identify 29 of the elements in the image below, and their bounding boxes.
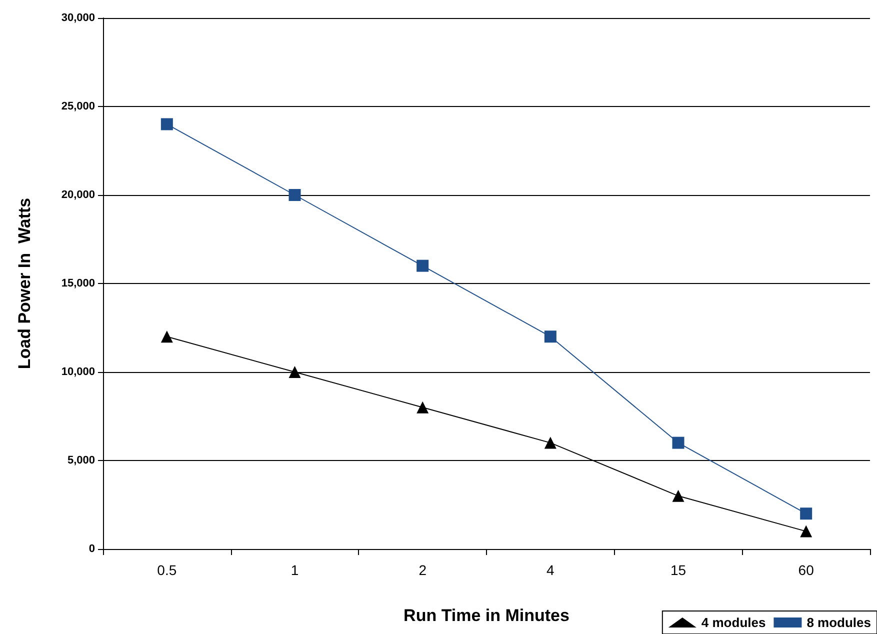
point (672, 436, 684, 449)
y-tick-label: 25,000 (61, 100, 95, 112)
x-tick-label: 1 (290, 562, 299, 578)
x-tick-label: 4 (546, 562, 555, 578)
y-tick-label: 30,000 (61, 12, 95, 24)
point (800, 508, 812, 520)
legend-label: 8 modules (806, 615, 871, 630)
point (800, 525, 812, 538)
legend-label: 4 modules (701, 615, 766, 630)
point (160, 118, 173, 130)
x-tick-label: 15 (670, 562, 686, 578)
y-tick-label: 5,000 (67, 454, 95, 466)
point (288, 366, 301, 378)
y-tick-label: 10,000 (61, 366, 95, 378)
point (288, 189, 301, 201)
point (544, 330, 556, 343)
point (672, 490, 684, 502)
x-tick-label: 2 (418, 562, 427, 578)
point (416, 401, 429, 414)
x-tick-label: 0.5 (157, 562, 177, 578)
point (160, 330, 173, 343)
x-axis-title: Run Time in Minutes (404, 606, 570, 625)
point (544, 436, 556, 449)
x-tick-label: 60 (798, 562, 814, 578)
y-tick-label: 0 (88, 543, 95, 555)
y-tick-label: 15,000 (61, 278, 95, 290)
y-tick-label: 20,000 (61, 189, 95, 201)
point (416, 260, 429, 272)
y-axis-title: Load Power In Watts (15, 198, 34, 370)
